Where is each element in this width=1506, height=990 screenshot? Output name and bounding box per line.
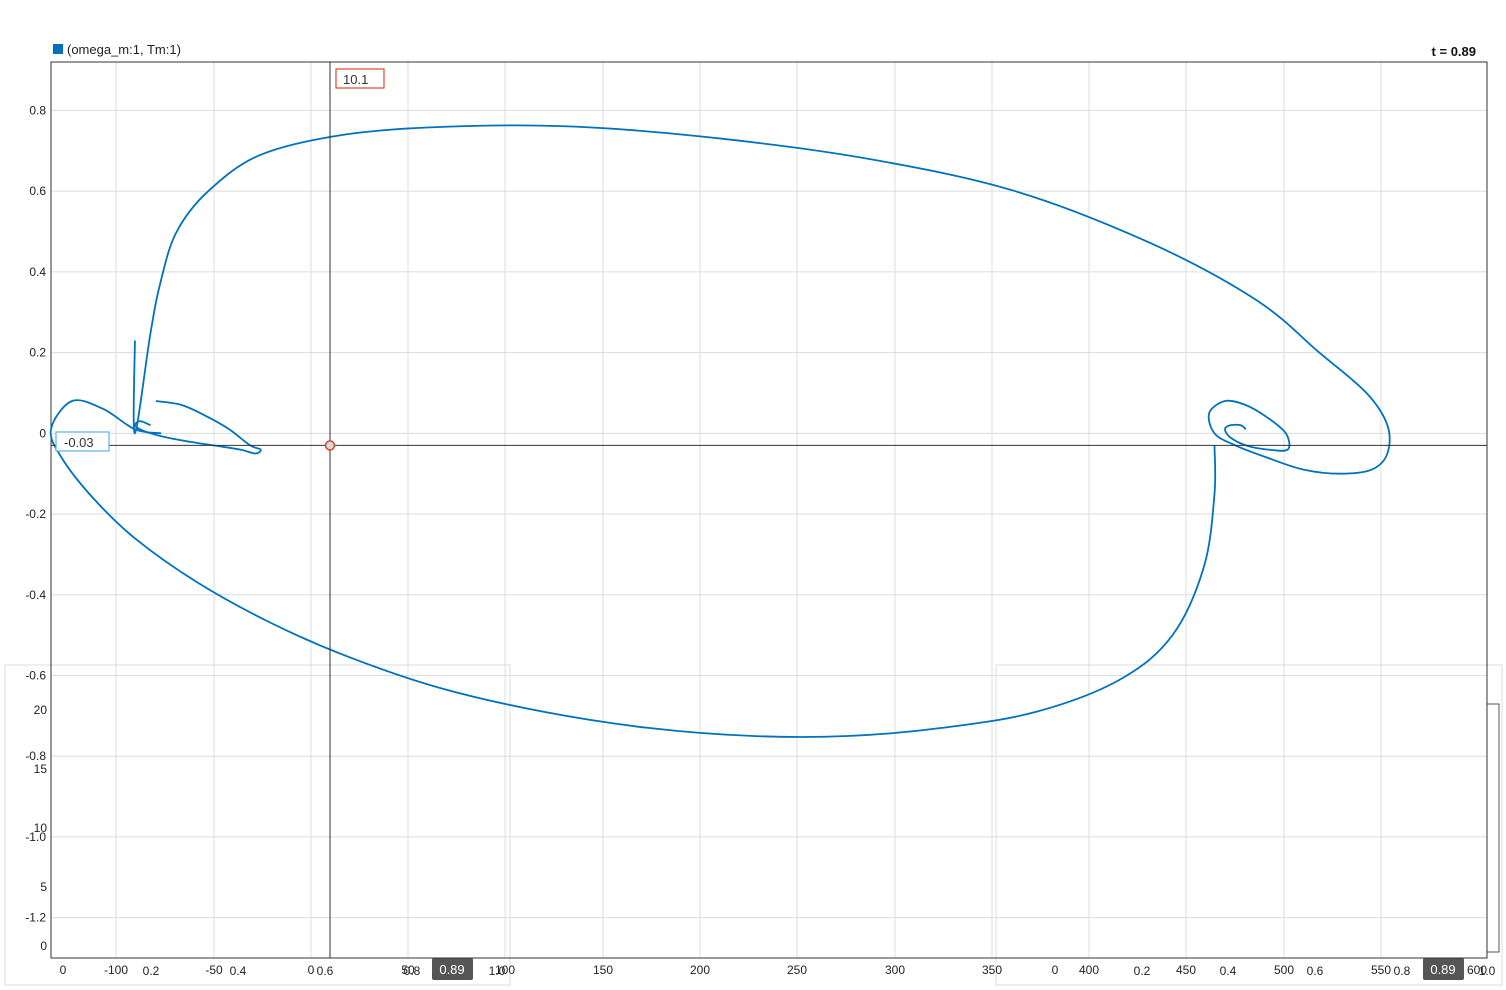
bg-xtick: 350 [982, 963, 1002, 977]
bg-ytick: 5 [40, 880, 47, 894]
background-panels [4, 664, 1503, 986]
y-tick-label: 0 [39, 426, 46, 440]
y-tick-label: 0.6 [29, 184, 46, 198]
bg-xtick-small: 0.4 [230, 964, 247, 978]
legend-swatch [53, 44, 63, 54]
bg-xtick: 50 [401, 963, 415, 977]
bg-xtick-small: 0.8 [404, 964, 421, 978]
bg-xtick: 200 [690, 963, 710, 977]
bg-panel-right [995, 664, 1503, 986]
bg-xtick: 100 [495, 963, 515, 977]
series-line [134, 400, 262, 455]
y-tick-label: -0.4 [25, 588, 46, 602]
svg-text:0.89: 0.89 [1430, 962, 1455, 977]
bg-xtick: 0 [308, 963, 315, 977]
legend-label: (omega_m:1, Tm:1) [67, 42, 181, 57]
bg-xtick: -50 [205, 963, 223, 977]
bg-xtick: 500 [1274, 963, 1294, 977]
bg-xtick-small: 0.2 [1134, 964, 1151, 978]
time-readout: t = 0.89 [1432, 44, 1476, 59]
series-line [49, 399, 1217, 738]
y-tick-label: -1.0 [25, 830, 46, 844]
crosshair-cursor[interactable] [51, 62, 1487, 958]
bg-y-ticks: 20 15 10 5 0 [34, 703, 48, 953]
bg-xtick: 400 [1079, 963, 1099, 977]
bg-xtick-small: 0.6 [1307, 964, 1324, 978]
bg-xtick: 0 [60, 963, 67, 977]
plot-frame [50, 61, 1488, 959]
y-tick-label: 0.4 [29, 265, 46, 279]
time-badge-left: 0.89 [432, 958, 473, 980]
grid [51, 62, 1487, 958]
bg-xtick-small: 1.0 [1479, 964, 1496, 978]
bg-xtick: 0 [1052, 963, 1059, 977]
bg-xtick: 600 [1467, 963, 1487, 977]
svg-text:-0.03: -0.03 [64, 435, 94, 450]
y-tick-label: -0.2 [25, 507, 46, 521]
y-tick-label: 0.8 [29, 103, 46, 117]
y-tick-label: -1.2 [25, 911, 46, 925]
y-tick-label: -0.8 [25, 749, 46, 763]
bg-x-ticks: 0 -100 -50 0 50 100 150 200 250 300 350 … [60, 963, 1496, 978]
bg-xtick: 250 [787, 963, 807, 977]
bg-xtick-small: 0.8 [1394, 964, 1411, 978]
data-series [49, 124, 1391, 738]
bg-xtick-small: 0.6 [317, 964, 334, 978]
legend[interactable]: (omega_m:1, Tm:1) [53, 42, 181, 57]
series-line [132, 124, 1391, 475]
bg-xtick: -100 [104, 963, 128, 977]
svg-text:10.1: 10.1 [343, 72, 368, 87]
bg-xtick-small: 1.0 [489, 964, 506, 978]
cursor-marker[interactable] [324, 440, 336, 451]
y-tick-label: 0.2 [29, 346, 46, 360]
y-axis-ticks: 0.8 0.6 0.4 0.2 0 -0.2 -0.4 -0.6 -0.8 -1.0 -1.2 [25, 103, 46, 924]
bg-xtick-small: 0.4 [1220, 964, 1237, 978]
bg-xtick: 300 [885, 963, 905, 977]
y-tick-label: -0.6 [25, 668, 46, 682]
bg-xtick: 450 [1176, 963, 1196, 977]
bg-ytick: 15 [34, 762, 48, 776]
bg-ytick: 10 [34, 821, 48, 835]
bg-xtick-small: 0.2 [143, 964, 160, 978]
time-badge-right: 0.89 [1423, 958, 1464, 980]
bg-panel-left [4, 664, 511, 986]
cursor-y-label: -0.03 [55, 431, 110, 452]
bg-xtick: 550 [1371, 963, 1391, 977]
bg-xtick: 150 [593, 963, 613, 977]
bg-ytick: 20 [34, 703, 48, 717]
svg-text:0.89: 0.89 [439, 962, 464, 977]
cursor-x-label: 10.1 [335, 68, 385, 89]
bg-ytick: 0 [40, 939, 47, 953]
